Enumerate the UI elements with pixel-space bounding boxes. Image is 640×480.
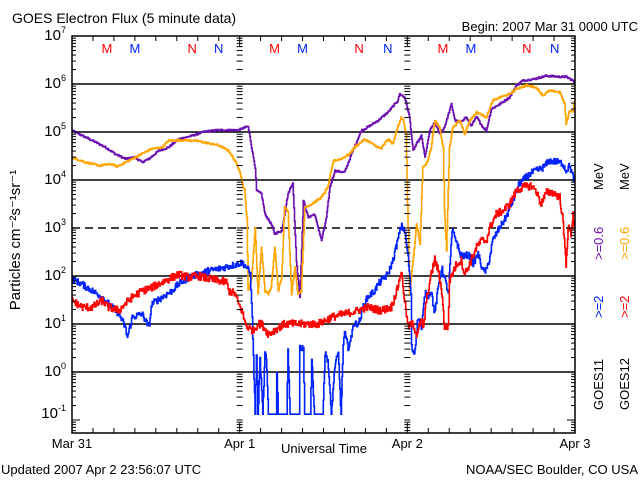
series-line (72, 74, 575, 299)
x-tick-label: Mar 31 (52, 436, 92, 451)
legend-goes12-e06: >=0.6 (617, 227, 632, 260)
y-tick-exponent: 1 (61, 313, 66, 323)
legend-goes11-e06: >=0.6 (591, 227, 606, 260)
y-tick-label: 105 (44, 121, 66, 140)
y-tick-label: 103 (44, 217, 66, 236)
y-tick-label: 100 (44, 361, 66, 380)
mn-marker: N (354, 41, 363, 56)
mn-marker: M (269, 41, 280, 56)
mn-marker: M (129, 41, 140, 56)
legend: GOES11 >=2 >=0.6 MeV GOES12 >=2 >=0.6 Me… (591, 163, 632, 410)
y-tick-label: 101 (44, 313, 66, 332)
y-tick-label: 102 (44, 265, 66, 284)
y-tick-exponent: 3 (61, 217, 66, 227)
y-tick-base: 10 (44, 267, 61, 284)
y-tick-label: 106 (44, 73, 66, 92)
chart-title: GOES Electron Flux (5 minute data) (12, 10, 236, 26)
mn-marker: M (465, 41, 476, 56)
y-tick-base: 10 (44, 219, 61, 236)
y-tick-label: 10-1 (41, 403, 66, 422)
y-tick-exponent: 2 (61, 265, 66, 275)
y-tick-exponent: 5 (61, 121, 66, 131)
series-line (72, 157, 575, 415)
x-axis-title: Universal Time (281, 441, 367, 456)
y-tick-exponent: 0 (61, 361, 66, 371)
mn-marker: M (438, 41, 449, 56)
series-line (72, 83, 575, 296)
series-lines (72, 74, 575, 415)
y-tick-base: 10 (44, 171, 61, 188)
y-tick-base: 10 (44, 315, 61, 332)
legend-goes12-e2: >=2 (617, 296, 632, 318)
mn-marker: N (187, 41, 196, 56)
y-tick-exponent: 7 (61, 25, 66, 35)
y-tick-base: 10 (44, 27, 61, 44)
y-tick-exponent: -1 (58, 403, 66, 413)
y-tick-base: 10 (44, 123, 61, 140)
legend-goes11-label: GOES11 (591, 359, 606, 410)
gridlines (72, 83, 575, 373)
y-axis-title: Particles cm⁻²s⁻¹sr⁻¹ (7, 170, 24, 310)
y-tick-exponent: 4 (61, 169, 66, 179)
updated-timestamp: Updated 2007 Apr 2 23:56:07 UTC (1, 462, 201, 477)
begin-label: Begin: 2007 Mar 31 0000 UTC (462, 19, 638, 34)
series-line (72, 182, 575, 338)
mn-marker: N (214, 41, 223, 56)
y-tick-label: 104 (44, 169, 66, 188)
legend-goes12-unit: MeV (617, 163, 632, 190)
y-tick-base: 10 (44, 363, 61, 380)
mn-marker: M (297, 41, 308, 56)
x-tick-label: Apr 2 (392, 436, 423, 451)
mn-marker: N (550, 41, 559, 56)
axes: Mar 31 Apr 1 Apr 2 Apr 31071061051041031021… (41, 25, 590, 451)
y-tick-exponent: 6 (61, 73, 66, 83)
mn-marker: N (383, 41, 392, 56)
y-tick-base: 10 (44, 75, 61, 92)
mn-marker: M (102, 41, 113, 56)
y-tick-label: 107 (44, 25, 66, 44)
x-tick-label: Apr 1 (224, 436, 255, 451)
source-label: NOAA/SEC Boulder, CO USA (466, 462, 638, 477)
x-tick-label: Apr 3 (559, 436, 590, 451)
mn-marker: N (522, 41, 531, 56)
legend-goes11-e2: >=2 (591, 296, 606, 318)
y-tick-base: 10 (41, 405, 58, 422)
legend-goes11-unit: MeV (591, 163, 606, 190)
legend-goes12-label: GOES12 (617, 358, 632, 410)
